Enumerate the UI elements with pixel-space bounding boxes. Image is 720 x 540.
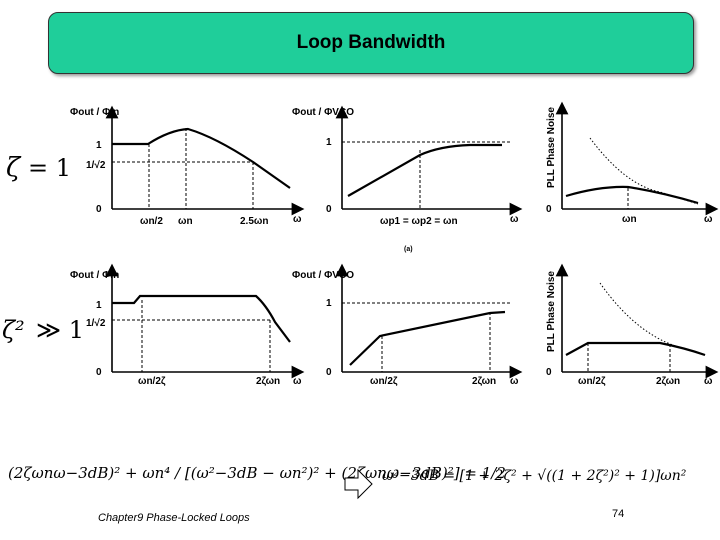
row2-p1-omega: ω [293, 376, 302, 387]
row1-p3-ylabel: PLL Phase Noise [546, 107, 557, 188]
row1-panel-closed-loop: Φout / Φin 1 1/√2 0 ωn/2 ωn 2.5ωn ω [70, 105, 305, 227]
row2-p2-ylabel: Φout / ΦVCO [292, 270, 354, 281]
row2-p3-tick-a: ωn/2ζ [578, 376, 606, 387]
row1-p2-one: 1 [326, 137, 332, 148]
row2-p1-tick-b: 2ζωn [256, 376, 280, 387]
row2-p2-one: 1 [326, 298, 332, 309]
footer-page-number: 74 [612, 508, 625, 520]
row2-p2-omega: ω [510, 376, 519, 387]
row2-p3-omega: ω [704, 376, 713, 387]
row2-p1-inv-sqrt2: 1/√2 [86, 318, 106, 329]
slide-title: Loop Bandwidth [296, 32, 446, 53]
row1-p3-zero: 0 [546, 204, 552, 215]
footer-course: Chapter9 Phase-Locked Loops [98, 512, 250, 524]
row2-condition-rel: ≫ 1 [36, 316, 84, 344]
row2-p1-ylabel: Φout / Φin [70, 270, 119, 281]
row2-panel-phase-noise: PLL Phase Noise 0 ωn/2ζ 2ζωn ω [546, 263, 719, 387]
row1-p1-ylabel: Φout / Φin [70, 107, 119, 118]
row2-panel-closed-loop: Φout / Φin 1 1/√2 0 ωn/2ζ 2ζωn ω [70, 263, 305, 387]
row1-p2-omega: ω [510, 214, 519, 225]
title-banner: Loop Bandwidth [48, 12, 694, 74]
row1-p3-omega: ω [704, 214, 713, 225]
implies-arrow [344, 468, 373, 500]
equation-left: (2ζωnω−3dB)² + ωn⁴ / [(ω²−3dB − ωn²)² + … [8, 464, 506, 482]
row1-p1-inv-sqrt2: 1/√2 [86, 160, 106, 171]
row1-sublabel: (a) [404, 246, 413, 253]
row1-condition-rel: = 1 [28, 154, 71, 182]
row1-p1-omega: ω [293, 214, 302, 225]
row2-p3-zero: 0 [546, 367, 552, 378]
row2-p1-tick-a: ωn/2ζ [138, 376, 166, 387]
row2-p3-tick-b: 2ζωn [656, 376, 680, 387]
row1-p3-tick: ωn [622, 214, 637, 225]
row1-p2-ylabel: Φout / ΦVCO [292, 107, 354, 118]
row1-p1-one: 1 [96, 140, 102, 151]
row2-p2-tick-a: ωn/2ζ [370, 376, 398, 387]
row1-p2-zero: 0 [326, 204, 332, 215]
row1-p1-tick-a: ωn/2 [140, 216, 163, 227]
row1-p1-tick-c: 2.5ωn [240, 216, 268, 227]
row1-panel-vco: Φout / ΦVCO 1 0 ωp1 = ωp2 = ωn ω (a) [292, 105, 523, 253]
row2-condition-zeta: ζ² [2, 316, 25, 344]
row2-panel-vco: Φout / ΦVCO 1 0 ωn/2ζ 2ζωn ω [292, 263, 523, 387]
row2-p2-tick-b: 2ζωn [472, 376, 496, 387]
row1-p1-tick-b: ωn [178, 216, 193, 227]
row2-p1-one: 1 [96, 300, 102, 311]
row1-p1-zero: 0 [96, 204, 102, 215]
equation-right: ω²−3dB = [1 + 2ζ² + √((1 + 2ζ²)² + 1)]ωn… [382, 468, 687, 484]
row1-p2-tick: ωp1 = ωp2 = ωn [380, 216, 458, 227]
row2-p2-zero: 0 [326, 367, 332, 378]
row2-p1-zero: 0 [96, 367, 102, 378]
row1-condition-zeta: ζ [6, 153, 22, 183]
row2-p3-ylabel: PLL Phase Noise [546, 271, 557, 352]
row1-panel-phase-noise: PLL Phase Noise 0 ωn ω [546, 101, 719, 225]
